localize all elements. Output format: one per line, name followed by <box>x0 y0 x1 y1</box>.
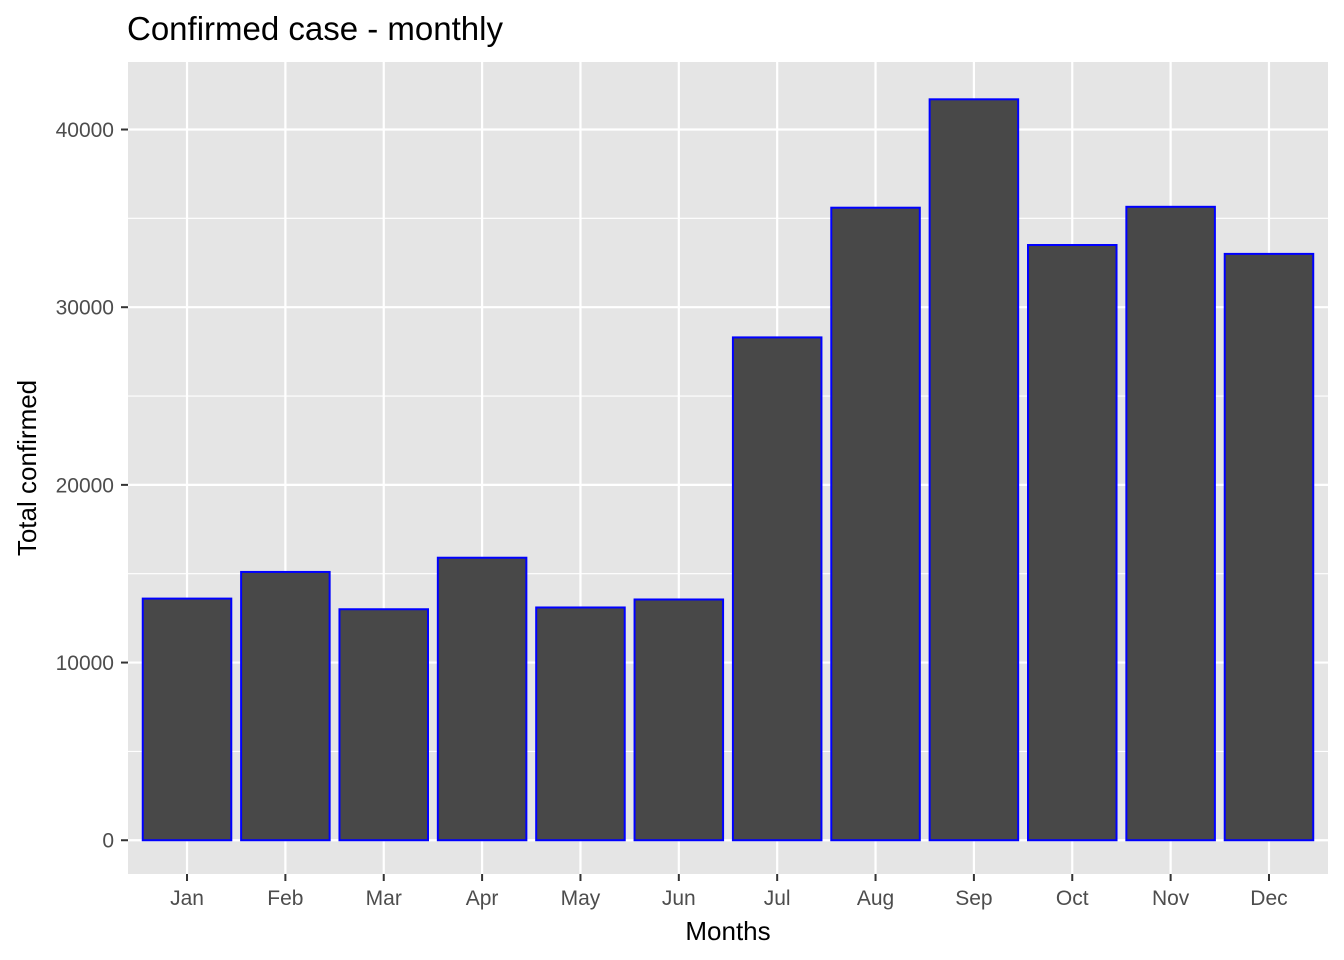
bar-aug <box>830 206 921 842</box>
bar-oct <box>1027 244 1118 842</box>
x-tick-label: Jul <box>764 887 791 910</box>
bar-apr <box>436 556 528 842</box>
x-tick-label: Jan <box>170 887 204 910</box>
x-tick-label: Feb <box>267 887 303 910</box>
bar-jul <box>731 336 823 842</box>
x-tick-label: Oct <box>1056 887 1089 910</box>
bar-jan <box>141 597 233 842</box>
bar-nov <box>1125 205 1216 842</box>
x-tick-label: Aug <box>857 887 894 910</box>
x-tick-label: Dec <box>1250 887 1287 910</box>
bars <box>141 98 1315 842</box>
y-tick-label: 30000 <box>56 297 114 320</box>
x-tick-label: Nov <box>1152 887 1190 910</box>
x-tick-label: Jun <box>662 887 696 910</box>
y-tick-label: 20000 <box>56 474 114 497</box>
y-tick-label: 40000 <box>56 119 114 142</box>
x-tick-label: May <box>561 887 601 910</box>
x-tick-label: Apr <box>466 887 499 910</box>
x-tick-label: Mar <box>366 887 402 910</box>
x-axis: Jan Feb Mar Apr May Jun Jul Aug Sep Oct Nov Dec <box>170 874 1288 910</box>
bar-jun <box>633 598 725 842</box>
bar-may <box>535 606 626 842</box>
y-tick-label: 10000 <box>56 652 114 675</box>
y-axis-title: Total confirmed <box>12 380 42 556</box>
bar-dec <box>1223 252 1315 842</box>
x-axis-title: Months <box>685 916 770 946</box>
y-tick-label: 0 <box>102 830 114 853</box>
bar-mar <box>338 608 429 842</box>
chart-title: Confirmed case - monthly <box>127 10 503 47</box>
x-tick-label: Sep <box>955 887 992 910</box>
bar-feb <box>240 570 331 842</box>
y-axis: 0 10000 20000 30000 40000 <box>56 119 128 853</box>
bar-sep <box>928 98 1020 842</box>
